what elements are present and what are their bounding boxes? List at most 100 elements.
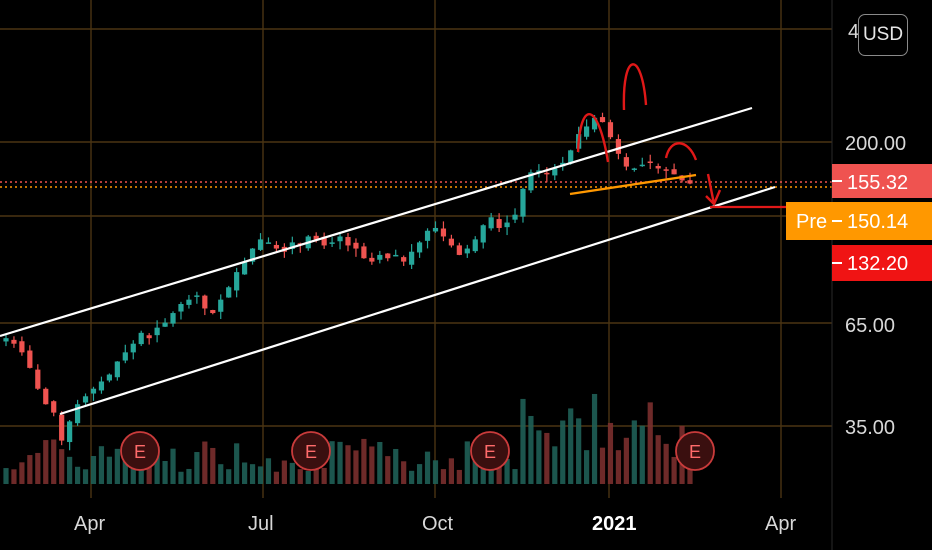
volume-bar (560, 420, 566, 484)
volume-bar (496, 464, 502, 484)
volume-bar (170, 448, 176, 484)
time-tick-label: Oct (422, 513, 454, 535)
candle-body (448, 238, 454, 246)
volume-bar (289, 462, 295, 484)
candle-body (615, 139, 622, 154)
candle-body (162, 322, 168, 327)
candle-body (480, 225, 486, 243)
candle-body (337, 236, 343, 242)
volume-bar (130, 456, 136, 484)
candle-body (289, 242, 295, 249)
volume-bar (321, 467, 327, 484)
head-arc (622, 63, 648, 111)
volume-bar (456, 469, 462, 484)
volume-bar (305, 470, 311, 484)
candle-body (552, 168, 558, 176)
earnings-marker-label: E (689, 442, 701, 462)
price-tag-value: 150.14 (847, 211, 908, 233)
time-tick-label: Apr (765, 513, 796, 535)
volume-bar (67, 456, 73, 484)
candle-body (496, 219, 502, 228)
candle-body (257, 239, 264, 250)
volume-bar (623, 437, 629, 484)
down-arrow (705, 173, 722, 207)
volume-bar (345, 445, 351, 484)
volume-bar (568, 408, 574, 484)
candle-body (265, 242, 272, 244)
candle-body (242, 261, 248, 275)
earnings-marker-label: E (134, 442, 146, 462)
candle-body (19, 341, 25, 353)
candle-body (607, 122, 614, 138)
candle-body (154, 327, 160, 336)
candle-body (273, 244, 280, 249)
volume-bar (74, 466, 81, 484)
volume-bar (51, 439, 57, 484)
candle-body (409, 251, 415, 265)
volume-bar (639, 425, 645, 484)
candle-body (218, 299, 224, 312)
candle-body (544, 172, 550, 175)
candle-body (194, 295, 200, 297)
volume-bar (416, 464, 423, 484)
volume-bar (194, 452, 200, 484)
volume-bar (337, 441, 343, 484)
volume-bar (234, 443, 240, 484)
volume-bar (536, 430, 542, 484)
volume-bar (114, 448, 120, 484)
volume-bar (178, 471, 184, 484)
volume-bar (242, 462, 248, 484)
candle-body (401, 257, 407, 262)
candle-body (210, 310, 216, 314)
volume-bar (210, 447, 216, 484)
earnings-marker-label: E (305, 442, 317, 462)
candle-body (504, 222, 510, 228)
candle-body (170, 313, 176, 324)
candle-body (74, 404, 81, 424)
candle-body (138, 332, 144, 345)
candle-body (226, 287, 232, 298)
right-shoulder-arc (664, 142, 698, 161)
volume-bar (599, 447, 606, 484)
volume-bar (353, 450, 359, 484)
volume-bar (544, 432, 550, 484)
price-tag-low: 132.20 (832, 245, 932, 281)
volume-bar (186, 468, 192, 484)
price-axis-partial-label: 4 (848, 21, 859, 43)
candle-body (385, 253, 391, 259)
candle-body (3, 338, 9, 342)
candle-body (663, 169, 669, 171)
candle-body (82, 396, 89, 403)
candle-body (512, 214, 518, 220)
volume-bar (520, 398, 526, 484)
earnings-marker-label: E (484, 442, 496, 462)
candle-body (424, 230, 431, 241)
currency-button[interactable]: USD (858, 14, 908, 56)
volume-bar (98, 446, 105, 484)
candle-body (639, 164, 645, 167)
candle-body (249, 248, 256, 262)
price-tag-label: Pre (796, 211, 827, 233)
candle-body (146, 335, 152, 339)
candle-body (329, 242, 335, 244)
candle-body (488, 217, 494, 229)
volume-bar (273, 471, 280, 484)
candle-body (313, 235, 319, 240)
left-shoulder-arc (576, 113, 610, 163)
candle-body (536, 170, 542, 172)
candle-body (393, 254, 399, 257)
candle-body (345, 237, 351, 246)
drawing-annotations (0, 63, 786, 416)
candle-body (647, 161, 653, 163)
candle-body (369, 257, 375, 262)
volume-bar (440, 469, 447, 484)
candle-body (35, 369, 41, 389)
price-tag-value: 132.20 (847, 253, 908, 275)
candle-body (432, 227, 439, 232)
candle-body (671, 169, 677, 175)
volume-bar (671, 456, 677, 484)
volume-bar (393, 448, 399, 484)
volume-bar (528, 415, 534, 484)
